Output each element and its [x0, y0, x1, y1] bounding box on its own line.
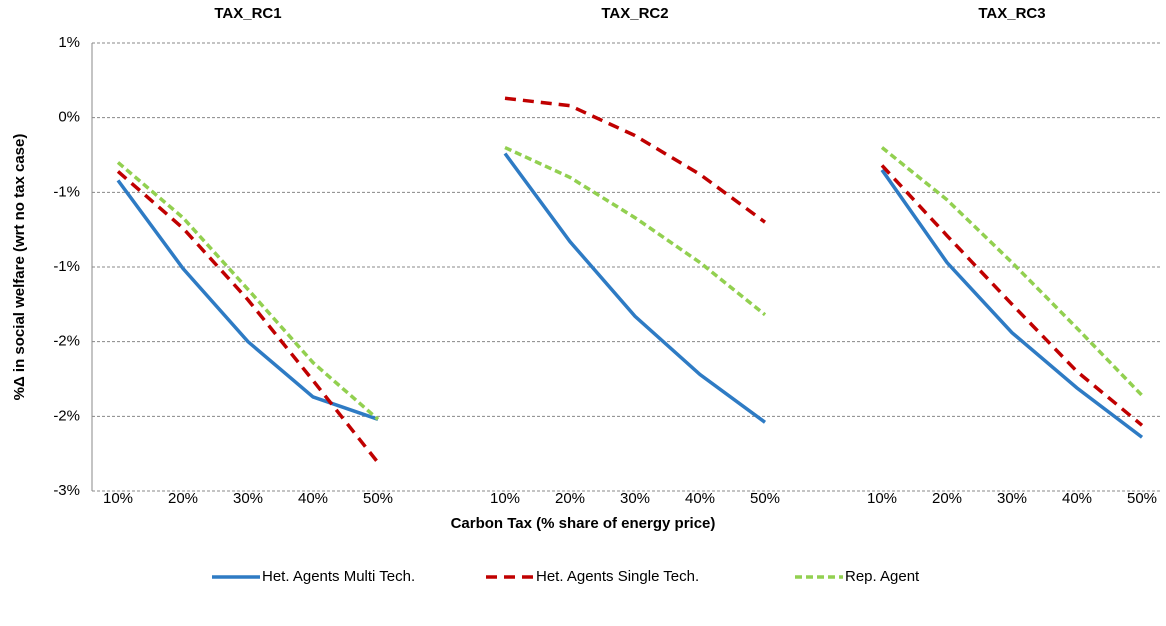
y-tick-label: -1%	[53, 258, 80, 275]
x-tick-label: 50%	[1127, 490, 1157, 507]
y-tick-label: -2%	[53, 407, 80, 424]
x-tick-label: 20%	[555, 490, 585, 507]
y-axis-title: %Δ in social welfare (wrt no tax case)	[11, 134, 28, 401]
x-tick-label: 10%	[490, 490, 520, 507]
series-line	[116, 170, 380, 464]
series-line	[116, 161, 380, 421]
legend-label: Het. Agents Multi Tech.	[262, 568, 415, 585]
y-tick-label: -2%	[53, 333, 80, 350]
series-line	[880, 168, 1144, 439]
x-tick-label: 20%	[932, 490, 962, 507]
panel-title: TAX_RC3	[978, 5, 1045, 22]
legend-label: Rep. Agent	[845, 568, 920, 585]
x-tick-label: 40%	[685, 490, 715, 507]
panel-title: TAX_RC1	[214, 5, 281, 22]
series-line	[880, 146, 1144, 397]
series-line	[504, 96, 767, 224]
series-line	[880, 164, 1144, 427]
legend-label: Het. Agents Single Tech.	[536, 568, 699, 585]
series-line	[116, 179, 379, 421]
y-tick-label: 0%	[58, 109, 80, 126]
x-tick-label: 30%	[997, 490, 1027, 507]
x-tick-label: 30%	[233, 490, 263, 507]
x-tick-label: 10%	[867, 490, 897, 507]
y-tick-label: -1%	[53, 183, 80, 200]
x-tick-label: 30%	[620, 490, 650, 507]
series-line	[504, 145, 767, 317]
y-tick-label: -3%	[53, 482, 80, 499]
y-tick-label: 1%	[58, 34, 80, 51]
x-tick-label: 50%	[363, 490, 393, 507]
series-line	[503, 152, 767, 424]
x-tick-label: 10%	[103, 490, 133, 507]
x-tick-label: 40%	[1062, 490, 1092, 507]
x-tick-label: 40%	[298, 490, 328, 507]
x-tick-label: 50%	[750, 490, 780, 507]
x-tick-label: 20%	[168, 490, 198, 507]
x-axis-title: Carbon Tax (% share of energy price)	[451, 515, 716, 532]
panel-title: TAX_RC2	[601, 5, 668, 22]
